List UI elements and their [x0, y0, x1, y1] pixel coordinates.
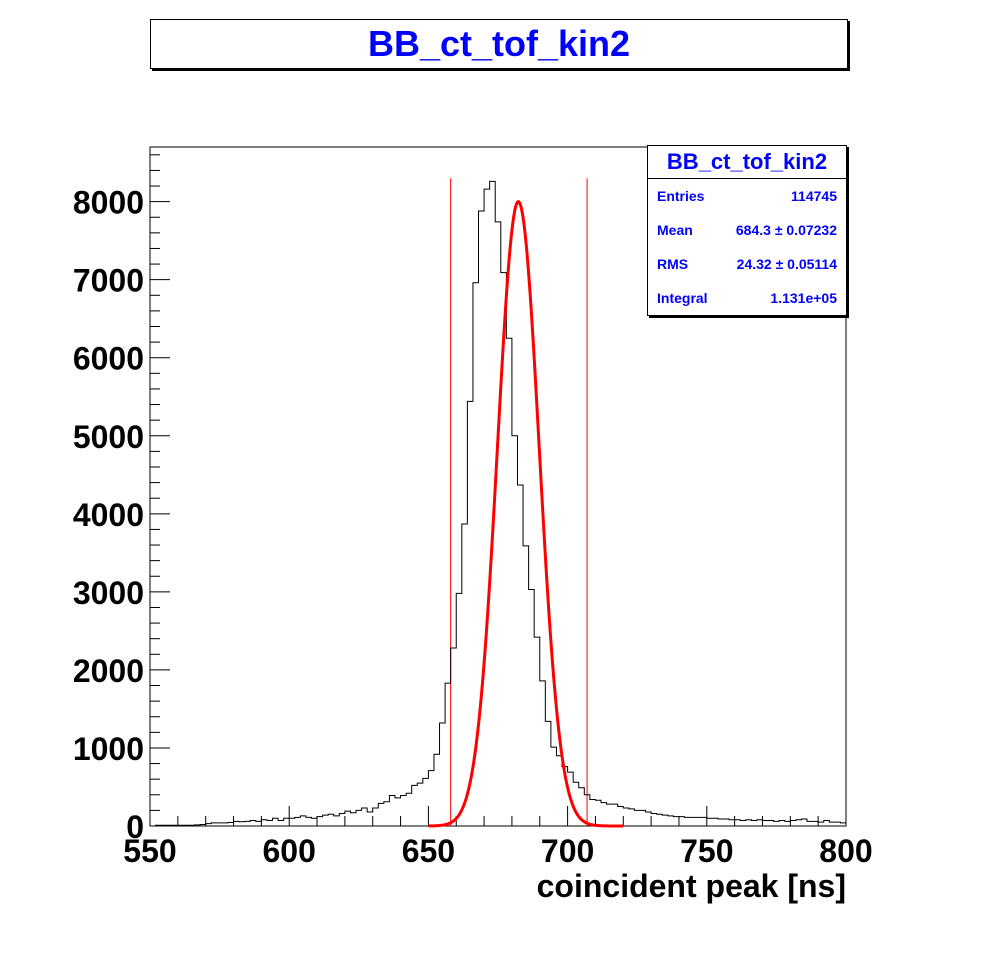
chart-title: BB_ct_tof_kin2 [150, 19, 848, 69]
stats-row-rms: RMS 24.32 ± 0.05114 [648, 247, 846, 281]
stats-row-mean: Mean 684.3 ± 0.07232 [648, 213, 846, 247]
y-tick-label: 3000 [73, 575, 144, 611]
y-tick-label: 4000 [73, 497, 144, 533]
stats-value: 114745 [791, 188, 837, 204]
y-tick-label: 0 [126, 809, 144, 845]
x-axis-title: coincident peak [ns] [536, 868, 846, 904]
x-tick-label: 600 [263, 833, 316, 869]
y-tick-label: 6000 [73, 341, 144, 377]
stats-value: 684.3 ± 0.07232 [735, 222, 837, 238]
stats-title: BB_ct_tof_kin2 [648, 146, 846, 179]
y-tick-label: 1000 [73, 731, 144, 767]
y-tick-label: 2000 [73, 653, 144, 689]
x-tick-label: 750 [680, 833, 733, 869]
cut-lines [450, 178, 588, 826]
stats-value: 1.131e+05 [770, 290, 837, 306]
histogram-line [150, 180, 846, 827]
stats-row-integral: Integral 1.131e+05 [648, 281, 846, 315]
gaussian-fit-curve [428, 200, 624, 828]
y-tick-label: 8000 [73, 185, 144, 221]
stats-box: BB_ct_tof_kin2 Entries 114745 Mean 684.3… [647, 145, 847, 316]
stats-row-entries: Entries 114745 [648, 179, 846, 213]
stats-label: Mean [657, 222, 693, 238]
stats-value: 24.32 ± 0.05114 [736, 256, 837, 272]
x-tick-label: 800 [819, 833, 872, 869]
x-tick-label: 700 [541, 833, 594, 869]
stats-label: Entries [657, 188, 705, 204]
stats-label: Integral [657, 290, 708, 306]
y-tick-label: 5000 [73, 419, 144, 455]
stats-label: RMS [657, 256, 689, 272]
plot-frame [149, 146, 847, 827]
y-axis: 0 1000 2000 3000 4000 5000 6000 7000 8000 [73, 154, 170, 845]
y-tick-label: 7000 [73, 263, 144, 299]
x-tick-label: 550 [123, 833, 176, 869]
x-tick-label: 650 [402, 833, 455, 869]
x-axis: 550 600 650 700 750 800 [123, 806, 873, 869]
